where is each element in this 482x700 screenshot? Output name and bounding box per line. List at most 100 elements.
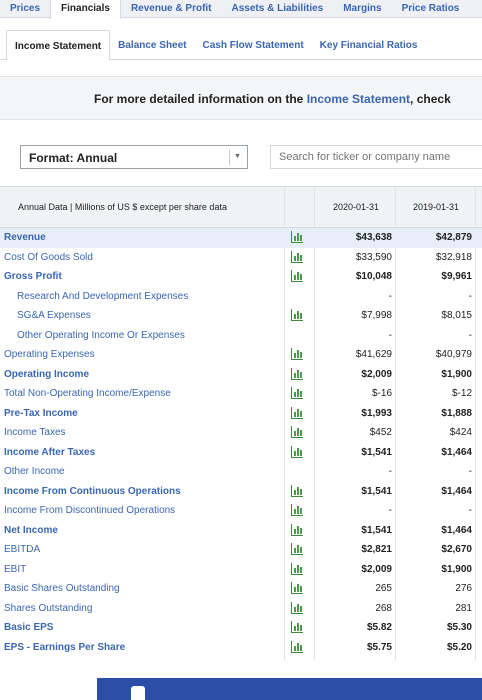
table-row: Income From Continuous Operations $1,541 $… [0,482,482,502]
table-row: Basic EPS $5.82 $5.30 [0,618,482,638]
bar-chart-icon[interactable] [291,426,303,438]
column-header-2019: 2019-01-31 [412,202,460,212]
tab-financials[interactable]: Financials [50,0,121,19]
tab-balance-sheet[interactable]: Balance Sheet [118,40,187,51]
bar-chart-icon[interactable] [291,250,303,263]
table-row: Gross Profit $10,048 $9,961 [0,267,482,287]
value-2019: $1,464 [441,524,472,536]
income-statement-link[interactable]: Income Statement [306,92,411,106]
value-2019: 281 [455,602,472,614]
bar-chart-icon[interactable] [291,348,303,360]
row-label[interactable]: Income From Continuous Operations [4,485,181,497]
table-row: Total Non-Operating Income/Expense $-16 $-… [0,384,482,404]
chevron-down-icon[interactable]: ▼ [229,149,245,165]
table-header: Annual Data | Millions of US $ except pe… [0,186,482,228]
row-label[interactable]: Basic EPS [4,622,54,633]
row-label[interactable]: SG&A Expenses [17,310,91,321]
value-2019: $1,464 [441,446,472,458]
advertisement-banner[interactable] [97,678,482,700]
value-2020: $-16 [371,388,392,399]
bar-chart-icon[interactable] [291,582,303,594]
table-header-label: Annual Data | Millions of US $ except pe… [18,202,227,212]
value-2020: $7,998 [361,310,392,321]
value-2020: - [388,505,392,516]
tab-cash-flow-statement[interactable]: Cash Flow Statement [202,40,304,51]
row-label[interactable]: Other Operating Income Or Expenses [17,329,185,341]
value-2019: - [468,329,472,341]
top-tabs: Prices Financials Revenue & Profit Asset… [0,0,482,19]
row-label[interactable]: Gross Profit [4,271,62,282]
bar-chart-icon[interactable] [291,270,303,282]
value-2020: $1,993 [361,407,392,419]
row-label[interactable]: EBITDA [4,544,41,555]
value-2020: - [388,329,392,341]
value-2019: $5.20 [446,641,472,653]
value-2019: $1,900 [441,368,472,380]
tab-income-statement[interactable]: Income Statement [6,30,111,61]
value-2019: 276 [455,583,472,594]
table-row: Operating Expenses $41,629 $40,979 [0,345,482,365]
row-label[interactable]: Income From Discontinued Operations [4,505,176,516]
tab-revenue-profit[interactable]: Revenue & Profit [130,3,212,14]
table-row: Other Operating Income Or Expenses - - [0,326,482,346]
row-label[interactable]: Cost Of Goods Sold [4,251,93,263]
bar-chart-icon[interactable] [291,523,303,536]
bar-chart-icon[interactable] [291,445,303,458]
row-label[interactable]: Operating Expenses [4,349,95,360]
bar-chart-icon[interactable] [291,621,303,633]
row-label[interactable]: Basic Shares Outstanding [4,583,120,594]
row-label[interactable]: Income Taxes [4,427,66,438]
row-label[interactable]: Total Non-Operating Income/Expense [4,388,171,399]
tab-margins[interactable]: Margins [343,3,382,14]
table-row: EBITDA $2,821 $2,670 [0,540,482,560]
ticker-search-input[interactable] [270,145,482,169]
table-row: Basic Shares Outstanding 265 276 [0,579,482,599]
table-row: Net Income $1,541 $1,464 [0,521,482,541]
value-2020: 265 [375,583,392,594]
bar-chart-icon[interactable] [291,231,303,243]
row-label[interactable]: Revenue [4,232,46,243]
table-row: SG&A Expenses $7,998 $8,015 [0,306,482,326]
column-divider [395,186,396,660]
value-2019: $1,900 [441,563,472,575]
bar-chart-icon[interactable] [291,504,303,516]
tab-key-financial-ratios[interactable]: Key Financial Ratios [319,40,418,51]
value-2020: $2,821 [361,544,392,555]
value-2019: $424 [449,427,472,438]
format-select[interactable]: Format: Annual ▼ [20,145,248,169]
value-2020: $41,629 [355,349,392,360]
row-label[interactable]: EBIT [4,563,27,575]
table-row: Pre-Tax Income $1,993 $1,888 [0,404,482,424]
bar-chart-icon[interactable] [291,367,303,380]
value-2020: $33,590 [355,251,392,263]
bar-chart-icon[interactable] [291,601,303,614]
row-label[interactable]: Pre-Tax Income [4,407,78,419]
bar-chart-icon[interactable] [291,543,303,555]
row-label[interactable]: Income After Taxes [4,446,96,458]
bar-chart-icon[interactable] [291,309,303,321]
column-divider [284,186,285,660]
tab-prices[interactable]: Prices [10,3,41,14]
bar-chart-icon[interactable] [291,562,303,575]
table-row: Revenue $43,638 $42,879 [0,228,482,248]
bar-chart-icon[interactable] [291,406,303,419]
value-2020: - [388,466,392,477]
row-label[interactable]: EPS - Earnings Per Share [4,641,126,653]
row-label[interactable]: Net Income [4,524,58,536]
value-2020: $10,048 [355,271,392,282]
table-row: Cost Of Goods Sold $33,590 $32,918 [0,248,482,268]
row-label[interactable]: Research And Development Expenses [17,290,189,302]
bar-chart-icon[interactable] [291,387,303,399]
bar-chart-icon[interactable] [291,640,303,653]
bar-chart-icon[interactable] [291,484,303,497]
row-label[interactable]: Shares Outstanding [4,602,93,614]
value-2020: 268 [375,602,392,614]
row-label[interactable]: Other Income [4,466,65,477]
tab-price-ratios[interactable]: Price Ratios [401,3,460,14]
value-2020: $1,541 [361,485,392,497]
row-label[interactable]: Operating Income [4,368,90,380]
tab-assets-liabilities[interactable]: Assets & Liabilities [231,3,324,14]
value-2019: $8,015 [441,310,472,321]
value-2020: $1,541 [361,446,392,458]
format-select-value: Format: Annual [29,151,118,165]
